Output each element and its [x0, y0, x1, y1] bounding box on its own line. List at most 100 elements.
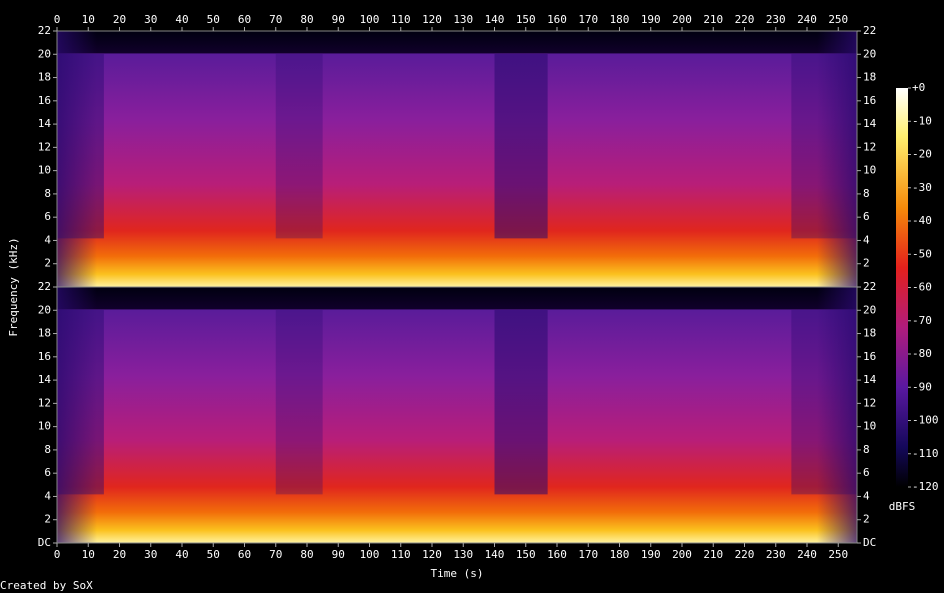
colorbar-tick-label: +0 — [912, 81, 925, 94]
x-tick-label-bottom: 210 — [703, 548, 723, 561]
colorbar — [896, 88, 908, 487]
edge-fade — [57, 287, 857, 543]
colorbar-tick-label: -40 — [912, 214, 932, 227]
y-tick-label-right: 22 — [863, 24, 876, 37]
x-tick-label-bottom: 230 — [766, 548, 786, 561]
colorbar-tick-label: -110 — [912, 447, 939, 460]
x-tick-label-top: 10 — [82, 13, 95, 26]
y-tick-label: 4 — [44, 233, 51, 246]
x-tick-label-top: 130 — [453, 13, 473, 26]
colorbar-tick-label: -20 — [912, 148, 932, 161]
y-tick-label-right: 4 — [863, 489, 870, 502]
y-tick-label: DC — [38, 536, 51, 549]
x-tick-label-bottom: 150 — [516, 548, 536, 561]
x-tick-label-bottom: 50 — [207, 548, 220, 561]
x-tick-label-top: 230 — [766, 13, 786, 26]
x-tick-label-top: 80 — [300, 13, 313, 26]
x-tick-label-bottom: 190 — [641, 548, 661, 561]
x-tick-label-bottom: 250 — [828, 548, 848, 561]
x-tick-label-bottom: 80 — [300, 548, 313, 561]
x-tick-label-bottom: 40 — [175, 548, 188, 561]
y-axis-label: Frequency (kHz) — [7, 237, 20, 336]
x-tick-label-bottom: 60 — [238, 548, 251, 561]
x-tick-label-bottom: 120 — [422, 548, 442, 561]
y-tick-label: 8 — [44, 187, 51, 200]
colorbar-tick-label: -80 — [912, 347, 932, 360]
x-tick-label-top: 30 — [144, 13, 157, 26]
x-tick-label-top: 120 — [422, 13, 442, 26]
y-tick-label-right: 12 — [863, 396, 876, 409]
x-tick-label-top: 0 — [54, 13, 61, 26]
panel-frame — [56, 286, 858, 544]
x-tick-label-top: 50 — [207, 13, 220, 26]
y-tick-label: 20 — [38, 47, 51, 60]
y-tick-label: 2 — [44, 513, 51, 526]
x-tick-label-top: 170 — [578, 13, 598, 26]
x-axis-label: Time (s) — [431, 567, 484, 580]
colorbar-tick-label: -70 — [912, 314, 932, 327]
y-tick-label-right: 4 — [863, 233, 870, 246]
y-tick-label: 14 — [38, 117, 52, 130]
x-tick-label-top: 20 — [113, 13, 126, 26]
x-tick-label-top: 60 — [238, 13, 251, 26]
y-tick-label: 4 — [44, 489, 51, 502]
y-tick-label-right: 22 — [863, 280, 876, 293]
x-tick-label-bottom: 220 — [735, 548, 755, 561]
x-tick-label-top: 140 — [485, 13, 505, 26]
y-tick-label: 8 — [44, 443, 51, 456]
y-tick-label-right: 20 — [863, 47, 876, 60]
footer: Created by SoX — [0, 579, 93, 592]
y-tick-label: 6 — [44, 466, 51, 479]
colorbar-tick-label: -10 — [912, 114, 932, 127]
x-tick-label-bottom: 70 — [269, 548, 282, 561]
colorbar-tick-label: -100 — [912, 414, 939, 427]
y-tick-label: 22 — [38, 24, 51, 37]
y-tick-label: 2 — [44, 257, 51, 270]
x-tick-label-top: 40 — [175, 13, 188, 26]
y-tick-label: 16 — [38, 350, 51, 363]
x-tick-label-bottom: 180 — [610, 548, 630, 561]
x-tick-label-top: 210 — [703, 13, 723, 26]
x-tick-label-top: 150 — [516, 13, 536, 26]
y-tick-label: 18 — [38, 327, 51, 340]
y-tick-label: 12 — [38, 396, 51, 409]
y-tick-label-right: 12 — [863, 140, 876, 153]
x-tick-label-bottom: 0 — [54, 548, 61, 561]
colorbar-tick-label: -60 — [912, 281, 932, 294]
x-tick-label-bottom: 140 — [485, 548, 505, 561]
y-tick-label-right: 10 — [863, 164, 876, 177]
x-tick-label-top: 70 — [269, 13, 282, 26]
y-tick-label-right: 2 — [863, 257, 870, 270]
edge-fade — [57, 31, 857, 287]
y-tick-label: 18 — [38, 71, 51, 84]
colorbar-tick-label: -120 — [912, 480, 939, 493]
y-tick-label-right: 16 — [863, 350, 876, 363]
x-tick-label-bottom: 90 — [332, 548, 345, 561]
y-tick-label-right: 10 — [863, 420, 876, 433]
y-tick-label-right: 8 — [863, 187, 870, 200]
x-tick-label-top: 160 — [547, 13, 567, 26]
colorbar-tick-label: -50 — [912, 247, 932, 260]
x-tick-label-top: 100 — [360, 13, 380, 26]
y-tick-label: 20 — [38, 303, 51, 316]
x-tick-label-top: 180 — [610, 13, 630, 26]
x-tick-label-top: 110 — [391, 13, 411, 26]
x-tick-label-top: 90 — [332, 13, 345, 26]
y-tick-label-right: 20 — [863, 303, 876, 316]
x-tick-label-bottom: 200 — [672, 548, 692, 561]
y-tick-label-right: 18 — [863, 327, 876, 340]
x-tick-label-top: 200 — [672, 13, 692, 26]
y-tick-label-right: 2 — [863, 513, 870, 526]
y-tick-label: 16 — [38, 94, 51, 107]
x-tick-label-bottom: 160 — [547, 548, 567, 561]
y-tick-label: 12 — [38, 140, 51, 153]
x-tick-label-top: 240 — [797, 13, 817, 26]
colorbar-tick-label: -90 — [912, 380, 932, 393]
x-tick-label-bottom: 130 — [453, 548, 473, 561]
x-tick-label-bottom: 110 — [391, 548, 411, 561]
x-tick-label-bottom: 30 — [144, 548, 157, 561]
x-tick-label-bottom: 10 — [82, 548, 95, 561]
colorbar-label: dBFS — [889, 500, 916, 513]
y-tick-label-right: 14 — [863, 117, 877, 130]
